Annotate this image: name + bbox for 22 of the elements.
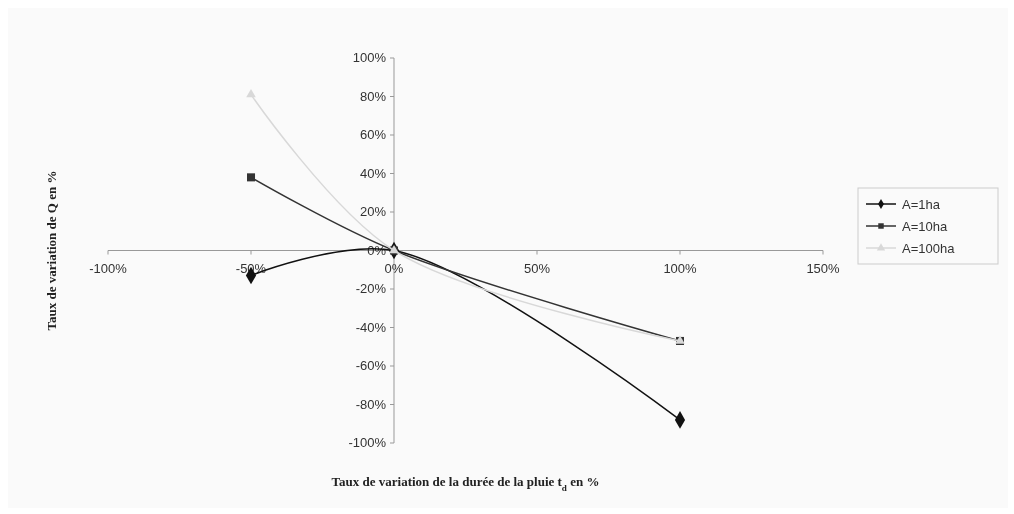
x-tick-label: 150% bbox=[806, 260, 841, 276]
y-tick-label: -100% bbox=[348, 435, 387, 450]
point bbox=[246, 89, 256, 98]
y-tick-label: 60% bbox=[359, 127, 387, 142]
x-tick-label: -100% bbox=[89, 260, 128, 276]
x-tick-label: 100% bbox=[663, 260, 698, 276]
x-tick-label: 0% bbox=[384, 260, 404, 276]
legend-label: A=10ha bbox=[902, 219, 948, 234]
y-tick-label: -40% bbox=[355, 319, 387, 335]
y-tick-label: -60% bbox=[355, 358, 387, 373]
y-tick-label: 100% bbox=[352, 50, 387, 65]
point bbox=[246, 173, 256, 182]
y-axis-title: Taux de variation de Q en % bbox=[44, 170, 59, 331]
y-tick-label: -20% bbox=[355, 281, 387, 296]
x-tick-label: 50% bbox=[523, 260, 551, 276]
y-tick-label: 80% bbox=[359, 88, 387, 104]
legend-label: A=100ha bbox=[902, 241, 956, 256]
y-tick-label: 40% bbox=[359, 165, 387, 181]
y-tick-label: -80% bbox=[355, 396, 387, 412]
y-tick-label: 20% bbox=[359, 204, 387, 219]
legend-label: A=1ha bbox=[902, 197, 941, 212]
x-axis-title: Taux de variation de la durée de la pluie t$_{d}$ en % bbox=[331, 474, 600, 493]
